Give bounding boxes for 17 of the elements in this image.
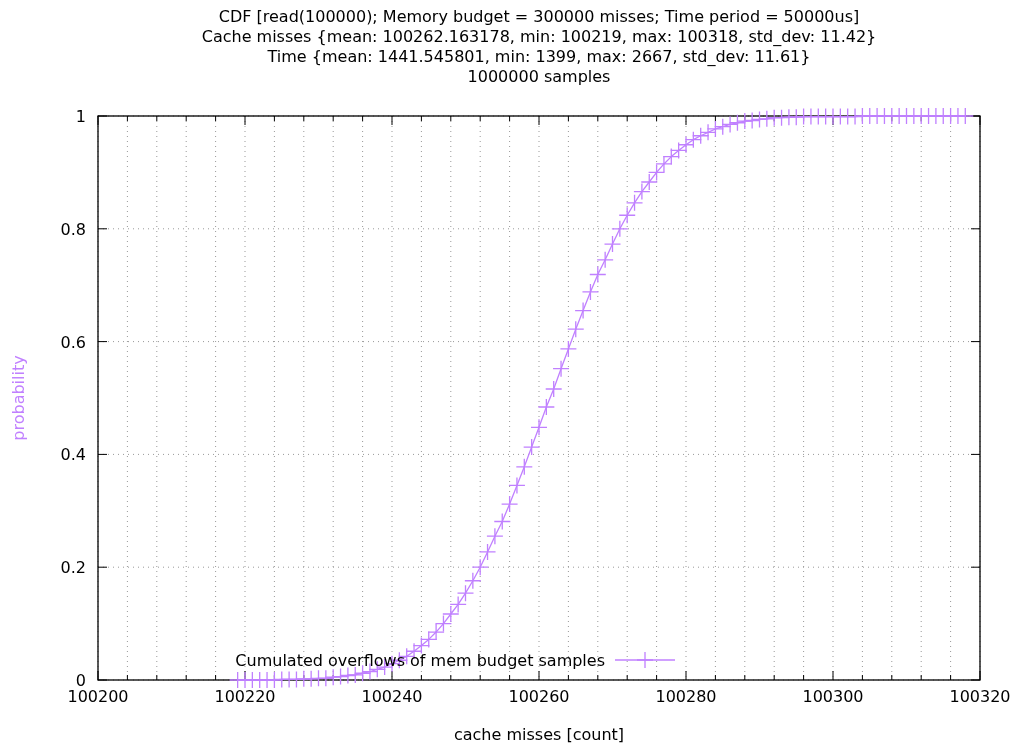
y-tick-label: 0.6: [60, 332, 86, 352]
y-tick-label: 0.8: [60, 219, 86, 239]
y-axis-title: probability: [9, 355, 28, 441]
x-tick-label: 100240: [361, 687, 423, 706]
y-tick-label: 0.4: [60, 445, 86, 465]
x-tick-label: 100280: [655, 687, 717, 706]
x-tick-label: 100260: [508, 687, 570, 706]
legend-label: Cumulated overflows of mem budget samples: [235, 651, 605, 670]
x-axis-title: cache misses [count]: [453, 725, 625, 744]
x-tick-label: 100320: [949, 687, 1011, 706]
x-tick-label: 100200: [67, 687, 129, 706]
x-tick-label: 100220: [214, 687, 276, 706]
x-tick-label: 100300: [802, 687, 864, 706]
y-tick-label: 1: [75, 107, 86, 126]
chart-title: CDF [read(100000); Memory budget = 300000 misses; Time period = 50000us] Cache misses {mean: 100262.163178, min: 100219, max: 100318, std_dev: 11.42} Time {mean: 1441.545801, min: 1399, max: 2667, std_dev: 11.61} 1000000 samples: [201, 7, 877, 86]
y-tick-label: 0.2: [60, 558, 86, 578]
y-tick-label: 0: [75, 671, 86, 690]
